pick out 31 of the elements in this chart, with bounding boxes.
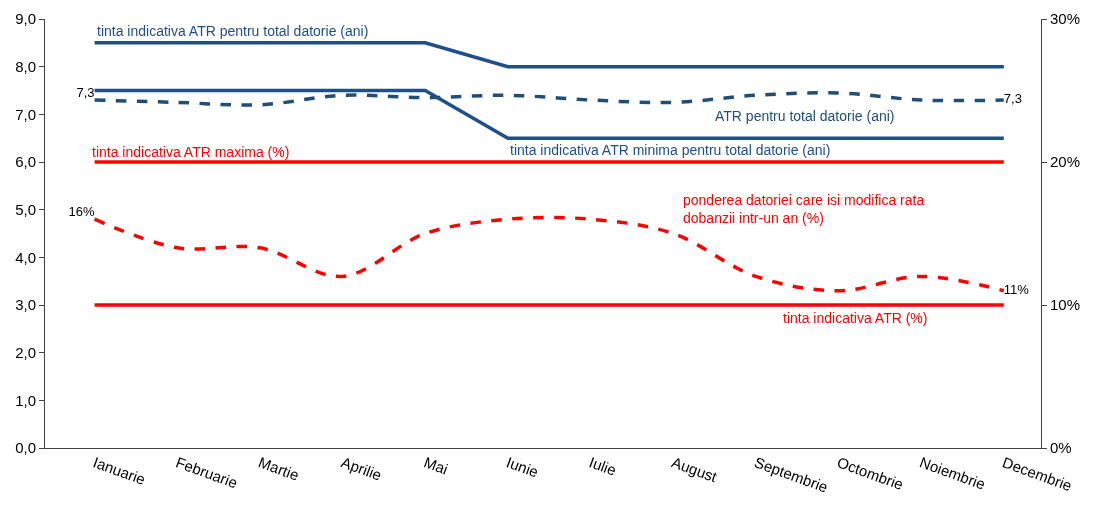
y-tick-label: 2,0 <box>15 343 36 361</box>
y-tick-label: 6,0 <box>15 153 36 171</box>
x-tick-label: Iulie <box>586 453 619 479</box>
series-label: tinta indicativa ATR pentru total datorie (ani) <box>97 23 369 39</box>
y-tick-label: 9,0 <box>15 10 36 28</box>
y-tick-label: 1,0 <box>15 391 36 409</box>
line-series <box>92 90 1006 107</box>
series-label: ATR pentru total datorie (ani) <box>715 108 895 124</box>
x-tick-label: Iunie <box>504 453 541 481</box>
y-tick-label: 5,0 <box>15 200 36 218</box>
y-tick-label: 8,0 <box>15 57 36 75</box>
y-tick-label: 3,0 <box>15 296 36 314</box>
data-label: 16% <box>68 203 96 219</box>
y-tick-label: 4,0 <box>15 248 36 266</box>
x-tick-label: Mai <box>421 453 451 478</box>
data-label: 7,3 <box>76 84 95 100</box>
series-label: tinta indicativa ATR (%) <box>783 310 928 326</box>
y-tick-label: 0,0 <box>15 439 36 457</box>
x-tick-label: August <box>669 453 721 486</box>
data-label: 11% <box>1003 281 1030 297</box>
y2-tick-label: 30% <box>1050 10 1081 28</box>
series-label: ponderea datoriei care isi modifica rata dobanzii intr-un an (%) <box>683 192 925 227</box>
y2-tick-label: 10% <box>1050 296 1081 314</box>
y-tick-label: 7,0 <box>15 105 36 123</box>
data-label: 7,3 <box>1003 91 1022 107</box>
series-label: tinta indicativa ATR minima pentru total datorie (ani) <box>510 142 831 158</box>
x-tick-label: Aprilie <box>338 453 384 484</box>
y2-tick-label: 0% <box>1050 439 1072 457</box>
y2-tick-label: 20% <box>1050 153 1081 171</box>
x-tick-label: Martie <box>256 453 302 484</box>
series-label: tinta indicativa ATR maxima (%) <box>92 144 290 160</box>
